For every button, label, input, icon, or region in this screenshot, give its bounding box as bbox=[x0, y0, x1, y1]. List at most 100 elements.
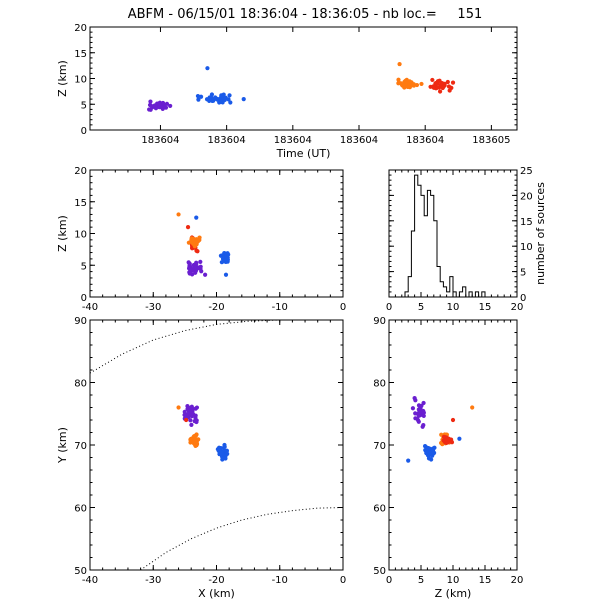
x-tick-label: 183604 bbox=[141, 135, 179, 146]
range-ring bbox=[140, 507, 344, 571]
source-point bbox=[424, 449, 429, 455]
y-tick-label: 5 bbox=[520, 268, 526, 279]
x-tick-label: 183604 bbox=[208, 135, 246, 146]
cluster-purple bbox=[410, 398, 426, 429]
source-point bbox=[189, 422, 194, 427]
source-point bbox=[211, 98, 216, 103]
source-point bbox=[397, 61, 402, 67]
source-point bbox=[407, 85, 412, 90]
y-tick-label: 0 bbox=[520, 293, 526, 304]
source-point bbox=[430, 77, 435, 83]
y-tick-label: 25 bbox=[520, 166, 533, 177]
x-axis-label: Z (km) bbox=[435, 587, 472, 600]
source-point bbox=[226, 97, 231, 102]
source-point bbox=[226, 252, 231, 257]
x-tick-label: 5 bbox=[418, 302, 424, 313]
z-y-view-panel: 0 5 10 15 20 50 60 70 80 90 Z (km) bbox=[373, 316, 523, 600]
source-point bbox=[241, 97, 246, 102]
source-point bbox=[396, 81, 401, 86]
source-point bbox=[194, 405, 200, 410]
cluster-orange bbox=[188, 432, 201, 448]
x-tick-label: -20 bbox=[208, 302, 224, 313]
x-tick-label: 15 bbox=[479, 575, 492, 586]
source-point bbox=[419, 81, 424, 87]
x-tick-label: -30 bbox=[145, 302, 161, 313]
x-tick-label: -10 bbox=[272, 302, 288, 313]
cluster-orange bbox=[396, 77, 424, 90]
cluster-blue bbox=[195, 92, 233, 105]
source-point bbox=[192, 239, 197, 244]
x-tick-label: -10 bbox=[272, 575, 288, 586]
source-point bbox=[219, 260, 224, 265]
y-axis-label: Y (km) bbox=[56, 427, 69, 464]
source-point bbox=[442, 439, 447, 444]
x-tick-label: 5 bbox=[418, 575, 424, 586]
cluster-blue bbox=[422, 444, 437, 462]
source-point bbox=[438, 82, 443, 87]
source-point bbox=[219, 450, 224, 455]
source-point bbox=[415, 416, 420, 421]
x-altitude-panel: -40 -30 -20 -10 0 0 5 10 15 20 Z (km) bbox=[56, 166, 346, 313]
y-tick-label: 15 bbox=[74, 49, 87, 60]
cluster-purple bbox=[147, 99, 173, 112]
y-axis-label: Z (km) bbox=[56, 215, 69, 252]
source-point bbox=[412, 396, 417, 401]
source-point bbox=[221, 92, 226, 97]
x-tick-label: 0 bbox=[340, 575, 346, 586]
y-tick-label: 10 bbox=[74, 230, 87, 241]
source-point bbox=[185, 225, 191, 230]
source-point bbox=[148, 99, 153, 104]
source-point bbox=[225, 451, 230, 456]
cluster-purple bbox=[186, 259, 204, 277]
x-tick-label: 183604 bbox=[406, 135, 444, 146]
x-tick-label: -20 bbox=[208, 575, 224, 586]
source-point bbox=[416, 410, 422, 415]
plan-view-panel: -40 -30 -20 -10 0 50 60 70 80 90 X (km) Y (km) bbox=[56, 316, 346, 600]
plan-view-frame bbox=[89, 319, 344, 571]
source-point bbox=[176, 405, 181, 410]
source-point bbox=[420, 424, 425, 429]
source-point bbox=[447, 88, 452, 93]
y-tick-label: 10 bbox=[74, 75, 87, 86]
cluster-red bbox=[441, 434, 455, 445]
x-tick-label: -40 bbox=[82, 302, 98, 313]
source-point bbox=[198, 94, 204, 99]
source-point bbox=[193, 413, 198, 418]
source-point bbox=[184, 412, 190, 417]
y-tick-label: 50 bbox=[373, 566, 386, 577]
source-point bbox=[218, 99, 224, 105]
source-point bbox=[413, 411, 418, 416]
y-tick-label: 60 bbox=[373, 504, 386, 515]
x-tick-label: 10 bbox=[447, 302, 460, 313]
source-point bbox=[419, 403, 424, 408]
source-point bbox=[421, 410, 426, 415]
source-point bbox=[222, 444, 227, 449]
source-point bbox=[190, 406, 196, 412]
x-tick-label: 0 bbox=[386, 302, 392, 313]
source-point bbox=[421, 413, 426, 419]
source-point bbox=[184, 417, 189, 423]
source-point bbox=[457, 436, 462, 441]
source-point bbox=[223, 272, 229, 277]
source-point bbox=[164, 101, 170, 106]
source-point bbox=[168, 103, 173, 109]
cluster-orange bbox=[186, 235, 202, 249]
y-tick-label: 70 bbox=[74, 441, 87, 452]
source-point bbox=[147, 107, 152, 112]
histogram-steps bbox=[404, 174, 489, 298]
y-axis-label: number of sources bbox=[534, 182, 547, 285]
source-point bbox=[189, 413, 194, 418]
cluster-blue bbox=[218, 250, 231, 265]
source-point bbox=[203, 272, 208, 277]
time-altitude-frame bbox=[89, 26, 518, 131]
y-tick-label: 60 bbox=[74, 504, 87, 515]
source-point bbox=[205, 66, 210, 71]
source-point bbox=[189, 267, 194, 272]
y-tick-label: 10 bbox=[520, 242, 533, 253]
source-point bbox=[182, 409, 187, 414]
source-point bbox=[188, 437, 193, 442]
source-point bbox=[410, 406, 416, 411]
source-point bbox=[198, 259, 203, 265]
